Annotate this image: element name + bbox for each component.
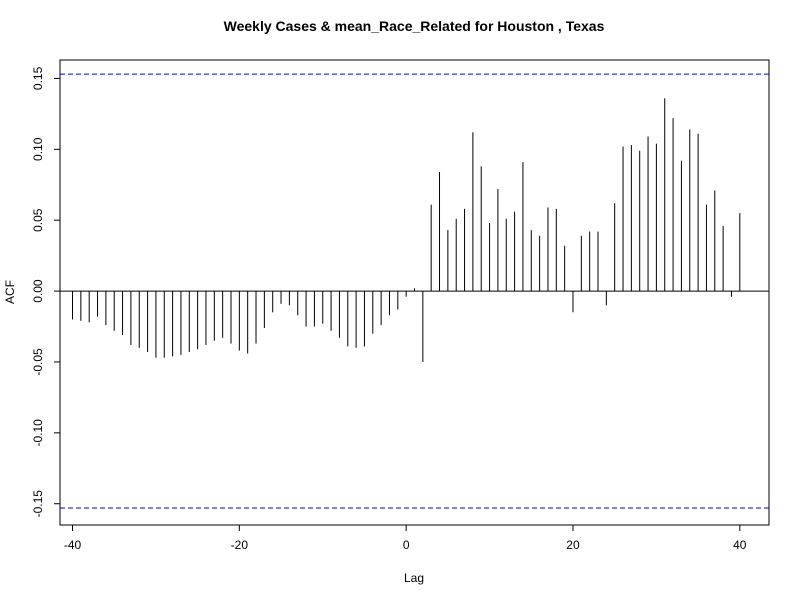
y-tick-label: 0.05 (31, 208, 45, 232)
confidence-lines (60, 73, 769, 509)
y-tick-label: -0.15 (31, 490, 45, 518)
x-axis: -40 -20 0 20 40 (64, 525, 747, 552)
y-tick-label: 0.10 (31, 137, 45, 161)
y-tick-label: -0.05 (31, 348, 45, 376)
y-axis-label: ACF (3, 280, 17, 304)
x-tick-label: -40 (64, 538, 82, 552)
plot-frame (59, 59, 770, 526)
x-tick-label: 20 (566, 538, 580, 552)
y-tick-label: -0.10 (31, 419, 45, 447)
x-axis-label: Lag (404, 571, 424, 585)
y-axis: -0.15 -0.10 -0.05 0.00 0.05 0.10 0.15 (31, 66, 60, 517)
y-tick-label: 0.00 (31, 279, 45, 303)
x-tick-label: 0 (403, 538, 410, 552)
y-tick-label: 0.15 (31, 66, 45, 90)
acf-bars (72, 98, 741, 362)
x-tick-label: 40 (733, 538, 747, 552)
x-tick-label: -20 (231, 538, 249, 552)
chart-title: Weekly Cases & mean_Race_Related for Hou… (224, 18, 605, 34)
